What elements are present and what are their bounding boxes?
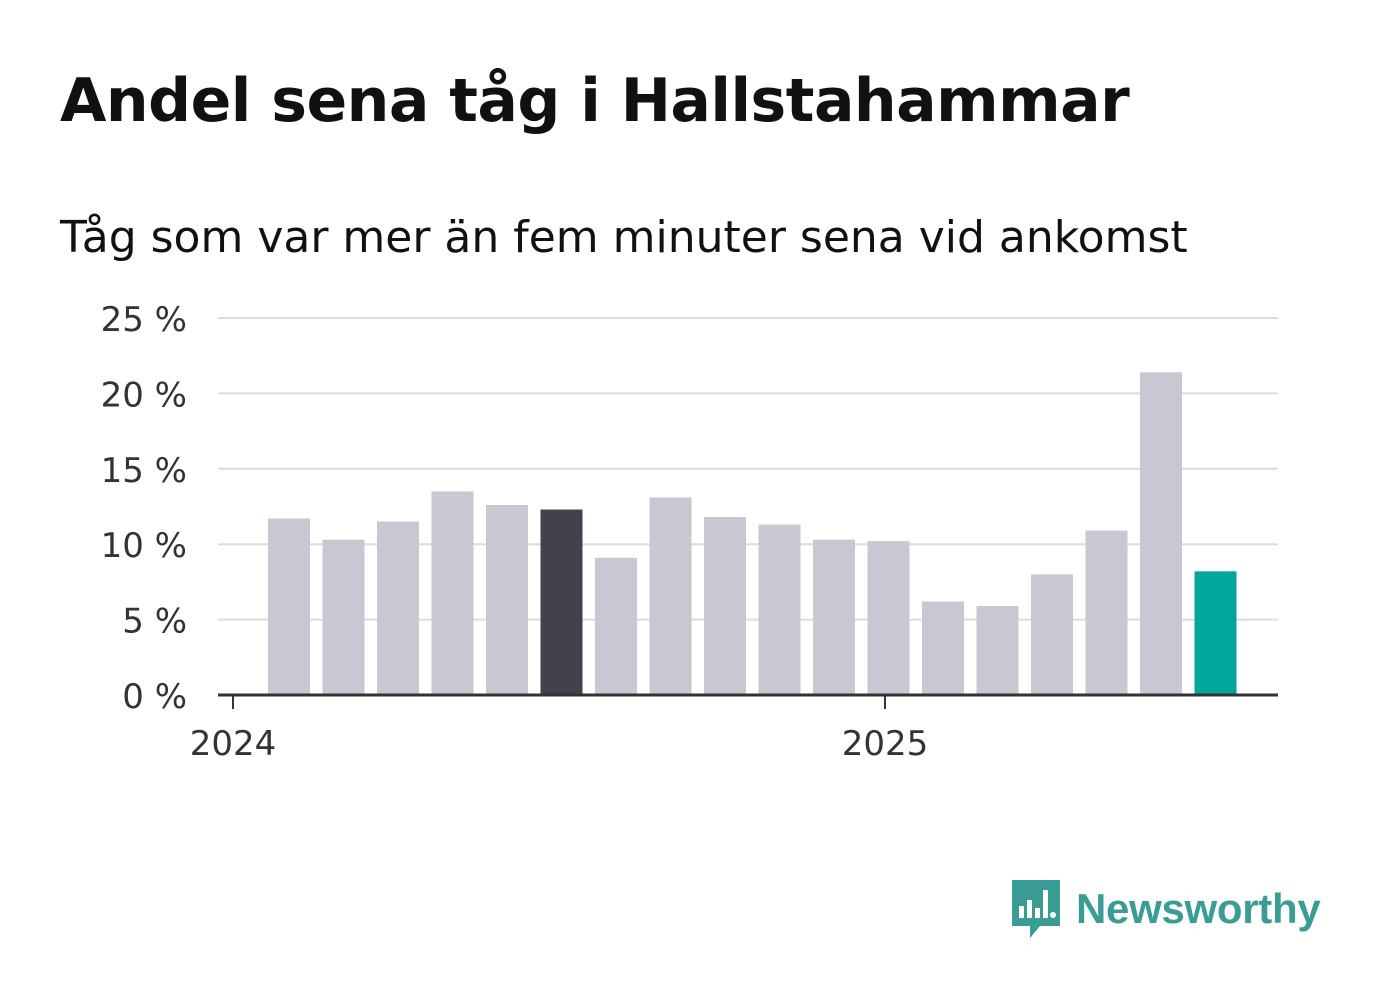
bar-2024-04 xyxy=(431,491,474,695)
y-tick-label: 0 % xyxy=(122,677,187,717)
bar-2025-04 xyxy=(1085,530,1128,695)
bar-2024-09 xyxy=(704,517,746,695)
y-tick-label: 20 % xyxy=(101,375,187,415)
chart-subtitle: Tåg som var mer än fem minuter sena vid … xyxy=(60,212,1188,263)
chart-title: Andel sena tåg i Hallstahammar xyxy=(60,66,1130,136)
bar-2025-03 xyxy=(1031,574,1073,695)
y-axis-tick-labels: 0 % 5 % 10 % 15 % 20 % 25 % xyxy=(101,300,187,717)
y-tick-label: 15 % xyxy=(101,451,187,491)
y-tick-label: 5 % xyxy=(122,602,187,642)
newsworthy-logo: Newsworthy xyxy=(1010,878,1321,940)
bar-2024-12 xyxy=(867,541,910,695)
x-axis-ticks: 2024 2025 xyxy=(190,695,929,764)
bar-2024-06 xyxy=(540,509,583,695)
bar-2024-10 xyxy=(758,524,801,695)
bars xyxy=(268,372,1237,695)
brand-name: Newsworthy xyxy=(1076,885,1321,932)
bar-2024-03 xyxy=(377,521,419,695)
bar-2025-02 xyxy=(976,606,1019,695)
bar-2025-05 xyxy=(1140,372,1182,695)
bar-2024-05 xyxy=(486,504,528,695)
bar-2024-11 xyxy=(813,539,855,695)
bar-2024-07 xyxy=(595,557,637,695)
x-tick-label: 2025 xyxy=(842,724,929,764)
bar-2025-01 xyxy=(922,601,964,695)
bar-2025-06 xyxy=(1194,571,1237,695)
x-tick-label: 2024 xyxy=(190,724,277,764)
newsworthy-logo-icon xyxy=(1012,880,1060,938)
y-tick-label: 25 % xyxy=(101,300,187,340)
bar-2024-01 xyxy=(268,518,310,695)
bar-2024-02 xyxy=(322,539,365,695)
bar-2024-08 xyxy=(649,497,692,695)
y-tick-label: 10 % xyxy=(101,526,187,566)
